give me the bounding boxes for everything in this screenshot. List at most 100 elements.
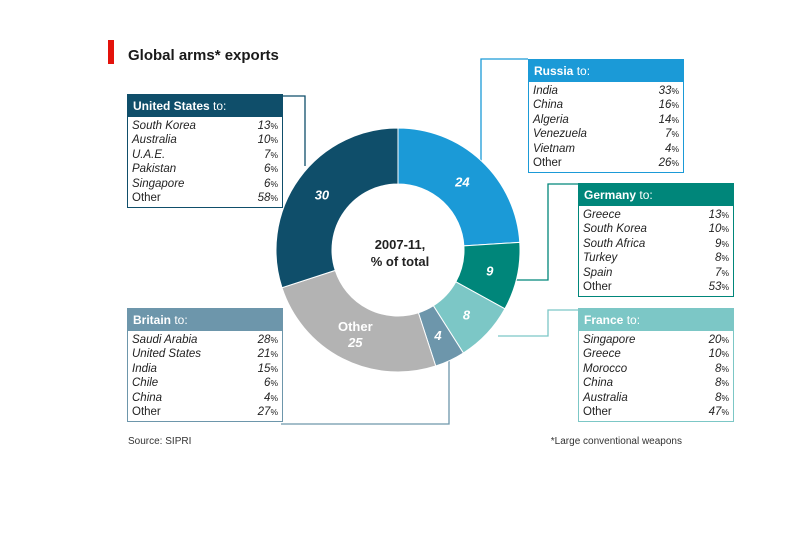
breakdown-percent: 26% xyxy=(658,156,679,169)
breakdown-percent: 58% xyxy=(257,191,278,204)
breakdown-percent: 20% xyxy=(708,334,729,346)
breakdown-percent: 9% xyxy=(715,237,729,250)
breakdown-country: U.A.E. xyxy=(132,148,166,161)
breakdown-country: Singapore xyxy=(583,334,636,346)
breakdown-percent: 4% xyxy=(665,142,679,155)
breakdown-row: South Africa 9% xyxy=(583,237,729,251)
breakdown-country: Other xyxy=(583,405,612,418)
breakdown-row: Greece 10% xyxy=(583,347,729,361)
breakdown-percent: 28% xyxy=(257,334,278,346)
breakdown-row: China 4% xyxy=(132,391,278,405)
breakdown-row: Australia 10% xyxy=(132,133,278,147)
breakdown-row: Pakistan 6% xyxy=(132,162,278,176)
box-header-name: United States xyxy=(133,99,210,113)
breakdown-percent: 16% xyxy=(658,99,679,112)
breakdown-box-germany: Germany to: Greece 13% South Korea 10% South… xyxy=(578,183,734,298)
breakdown-row: Spain 7% xyxy=(583,266,729,280)
breakdown-row: United States 21% xyxy=(132,347,278,361)
breakdown-row: Greece 13% xyxy=(583,208,729,222)
breakdown-box-france: France to: Singapore 20% Greece 10% Morocco 8… xyxy=(578,308,734,423)
breakdown-percent: 33% xyxy=(658,85,679,97)
connector-lines xyxy=(281,58,578,425)
breakdown-country: Spain xyxy=(583,266,613,279)
breakdown-percent: 10% xyxy=(708,223,729,236)
breakdown-row: Venezuela 7% xyxy=(533,127,679,141)
box-rows-united-states: South Korea 13% Australia 10% U.A.E. 7% Pakist… xyxy=(128,117,282,207)
breakdown-country: Greece xyxy=(583,209,621,221)
breakdown-country: Turkey xyxy=(583,252,618,265)
breakdown-percent: 10% xyxy=(257,134,278,147)
breakdown-row: China 16% xyxy=(533,98,679,112)
slice-value-label: 9 xyxy=(486,264,494,279)
breakdown-country: Other xyxy=(533,156,562,169)
box-rows-britain: Saudi Arabia 28% United States 21% India 15% C… xyxy=(128,331,282,421)
breakdown-row: Other 58% xyxy=(132,191,278,205)
breakdown-box-russia: Russia to: India 33% China 16% Algeria 14% Ven… xyxy=(528,59,684,174)
connector-line xyxy=(281,352,450,425)
source-note: Source: SIPRI xyxy=(128,436,192,447)
breakdown-percent: 8% xyxy=(715,377,729,390)
title-accent-bar xyxy=(108,40,114,64)
slice-united-states xyxy=(275,127,399,289)
breakdown-percent: 13% xyxy=(708,209,729,221)
breakdown-country: Other xyxy=(132,191,161,204)
breakdown-country: China xyxy=(132,391,163,404)
breakdown-percent: 53% xyxy=(708,280,729,293)
breakdown-row: Singapore 20% xyxy=(583,333,729,347)
breakdown-row: Other 26% xyxy=(533,156,679,170)
box-rows-france: Singapore 20% Greece 10% Morocco 8% China 8% Aus… xyxy=(579,331,733,421)
breakdown-row: Saudi Arabia 28% xyxy=(132,333,278,347)
breakdown-row: India 33% xyxy=(533,84,679,98)
breakdown-row: Singapore 6% xyxy=(132,177,278,191)
breakdown-row: Other 47% xyxy=(583,405,729,419)
breakdown-country: China xyxy=(533,99,564,112)
box-header-suffix: to: xyxy=(171,313,188,327)
box-header-name: Russia xyxy=(534,64,574,78)
breakdown-row: South Korea 10% xyxy=(583,222,729,236)
breakdown-percent: 8% xyxy=(715,252,729,265)
donut-center-label: 2007-11, % of total xyxy=(338,236,462,270)
box-header-suffix: to: xyxy=(623,313,641,327)
breakdown-row: Chile 6% xyxy=(132,376,278,390)
slice-value-label: 25 xyxy=(347,335,363,350)
breakdown-country: United States xyxy=(132,348,202,361)
breakdown-row: China 8% xyxy=(583,376,729,390)
breakdown-country: Other xyxy=(132,405,161,418)
box-header-name: Britain xyxy=(133,313,172,327)
box-header-russia: Russia to: xyxy=(529,60,683,82)
breakdown-percent: 27% xyxy=(257,405,278,418)
breakdown-row: Other 53% xyxy=(583,280,729,294)
breakdown-row: U.A.E. 7% xyxy=(132,148,278,162)
breakdown-country: Australia xyxy=(132,134,177,147)
footnote: *Large conventional weapons xyxy=(550,436,682,447)
breakdown-country: Saudi Arabia xyxy=(132,334,198,346)
breakdown-row: Australia 8% xyxy=(583,391,729,405)
breakdown-box-britain: Britain to: Saudi Arabia 28% United States… xyxy=(127,308,283,423)
breakdown-percent: 7% xyxy=(264,148,278,161)
box-header-britain: Britain to: xyxy=(128,309,282,331)
breakdown-country: Other xyxy=(583,280,612,293)
breakdown-percent: 8% xyxy=(715,391,729,404)
breakdown-country: Greece xyxy=(583,348,621,361)
connector-line xyxy=(512,183,578,281)
box-header-suffix: to: xyxy=(573,64,591,78)
breakdown-percent: 6% xyxy=(264,177,278,190)
connector-line xyxy=(498,309,578,337)
breakdown-percent: 13% xyxy=(257,120,278,132)
donut-slices xyxy=(275,127,521,373)
breakdown-country: South Africa xyxy=(583,237,646,250)
breakdown-percent: 7% xyxy=(665,128,679,141)
breakdown-percent: 6% xyxy=(264,377,278,390)
box-rows-germany: Greece 13% South Korea 10% South Africa 9% Tur… xyxy=(579,206,733,296)
breakdown-country: India xyxy=(132,362,157,375)
slice-russia xyxy=(397,127,521,247)
breakdown-country: China xyxy=(583,377,614,390)
breakdown-country: Pakistan xyxy=(132,163,177,176)
box-header-name: France xyxy=(584,313,624,327)
center-label-line1: 2007-11, xyxy=(374,237,426,252)
breakdown-country: Morocco xyxy=(583,362,628,375)
box-header-united-states: United States to: xyxy=(128,95,282,117)
breakdown-country: Chile xyxy=(132,377,159,390)
